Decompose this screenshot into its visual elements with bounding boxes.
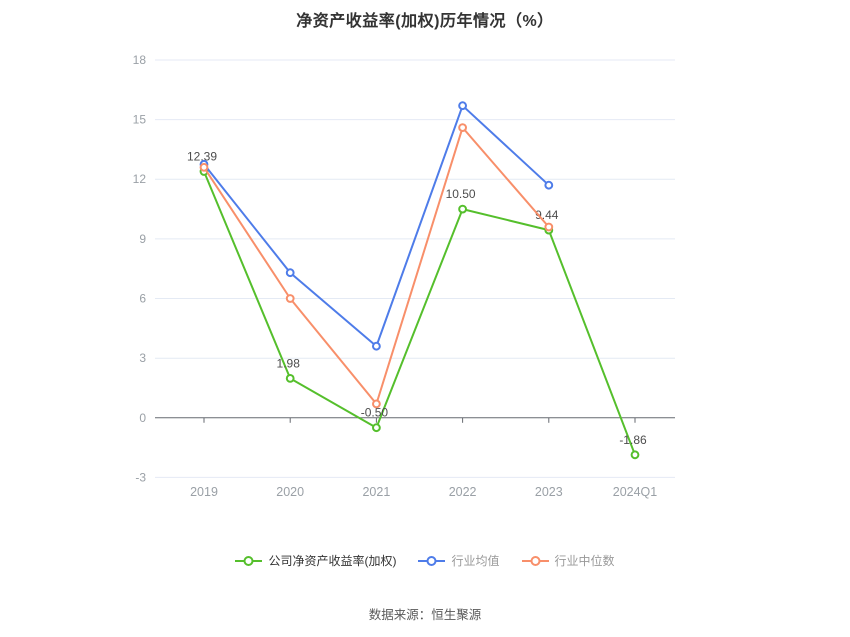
legend-label: 行业中位数 xyxy=(554,554,615,568)
data-point[interactable] xyxy=(544,222,554,232)
data-point[interactable] xyxy=(544,180,554,190)
y-tick-label: 3 xyxy=(139,351,146,365)
data-point[interactable] xyxy=(458,101,468,111)
x-tick-label: 2024Q1 xyxy=(613,485,658,499)
page-title: 净资产收益率(加权)历年情况（%） xyxy=(296,13,554,30)
data-point[interactable] xyxy=(630,450,640,460)
roe-line-chart: -3 0 3 6 9 12 15 18 2019 2020 2021 2022 2023 2024Q1 12… xyxy=(133,53,675,499)
y-tick-label: 18 xyxy=(133,53,147,67)
legend-label: 公司净资产收益率(加权) xyxy=(268,554,397,568)
data-label: -1.86 xyxy=(619,433,647,447)
x-tick-label: 2022 xyxy=(449,485,477,499)
data-label: 1.98 xyxy=(277,356,301,370)
legend-item-company-roe[interactable]: 公司净资产收益率(加权) xyxy=(235,551,396,571)
data-point[interactable] xyxy=(372,423,381,433)
series-line xyxy=(203,104,550,348)
x-tick-label: 2019 xyxy=(190,485,218,499)
y-tick-label: 15 xyxy=(133,113,147,127)
x-tick-label: 2023 xyxy=(535,485,563,499)
legend-label: 行业均值 xyxy=(451,554,500,568)
line-marker-icon xyxy=(521,556,549,566)
y-tick-label: 0 xyxy=(139,411,146,425)
data-point[interactable] xyxy=(285,374,295,383)
y-tick-label: 9 xyxy=(139,232,146,246)
x-tick-label: 2021 xyxy=(362,485,390,499)
line-marker-icon xyxy=(235,556,263,566)
series-line xyxy=(203,171,636,456)
y-tick-label: 6 xyxy=(139,292,146,306)
x-tick-label: 2020 xyxy=(276,485,304,499)
series-line xyxy=(203,126,550,405)
chart-legend: 公司净资产收益率(加权) 行业均值 行业中位数 xyxy=(0,551,850,571)
y-tick-label: -3 xyxy=(135,470,146,484)
data-label: 10.50 xyxy=(446,187,476,201)
data-source-note: 数据来源：恒生聚源 xyxy=(368,608,482,622)
line-marker-icon xyxy=(418,556,446,566)
data-point[interactable] xyxy=(372,341,381,351)
legend-item-industry-median[interactable]: 行业中位数 xyxy=(521,551,615,571)
series-行业均值 xyxy=(199,101,554,351)
data-point[interactable] xyxy=(199,162,209,172)
series-行业中位数 xyxy=(199,123,554,409)
data-point[interactable] xyxy=(285,294,295,303)
chart-area: -3 0 3 6 9 12 15 18 2019 2020 2021 2022 2023 2024Q1 12… xyxy=(133,53,675,499)
data-label: 12.39 xyxy=(187,150,217,164)
data-point[interactable] xyxy=(458,123,468,132)
legend-item-industry-mean[interactable]: 行业均值 xyxy=(418,551,500,571)
data-label: -0.50 xyxy=(361,406,389,420)
data-point[interactable] xyxy=(285,268,295,278)
data-point[interactable] xyxy=(458,204,468,214)
data-point[interactable] xyxy=(372,399,381,409)
y-tick-label: 12 xyxy=(133,172,147,186)
